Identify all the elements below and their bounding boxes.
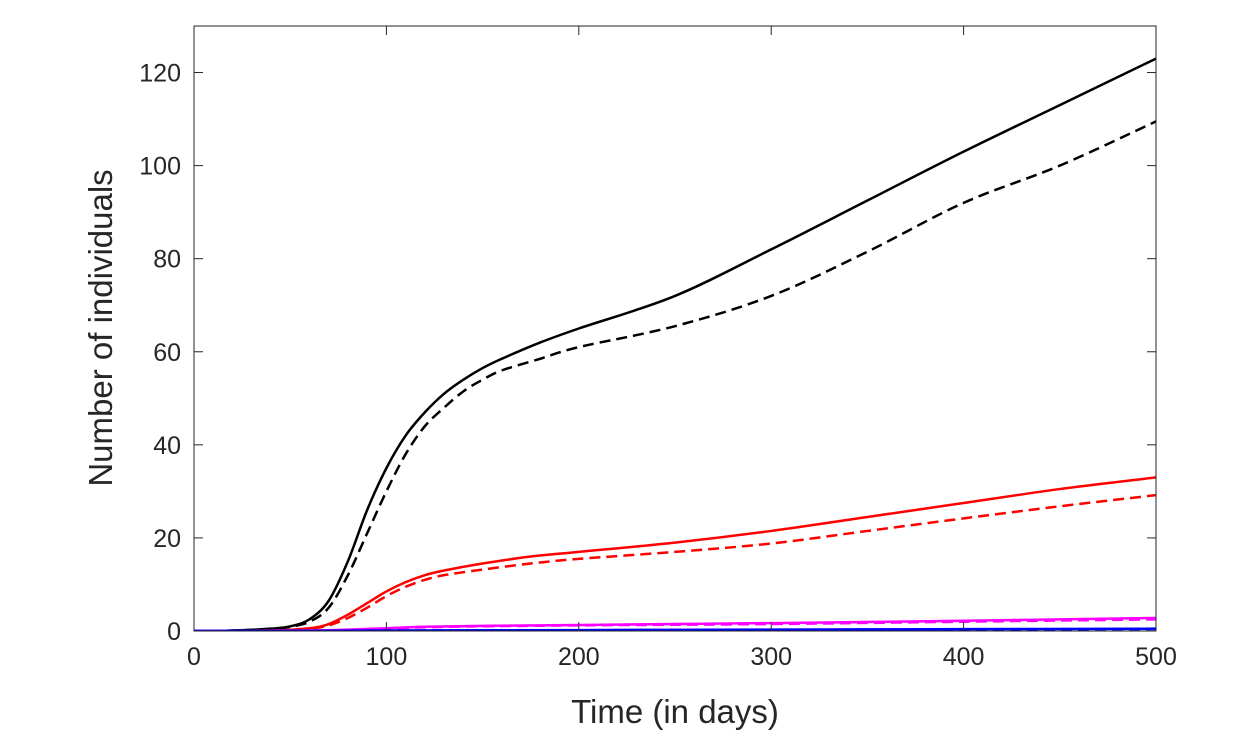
series-layer [194,57,1156,631]
x-tick-label: 300 [750,643,792,671]
series-line-blue-dashed [194,627,1156,631]
series-line-black-solid [194,57,1156,631]
y-tick-label: 20 [153,525,181,553]
x-axis: 0 100 200 300 400 500 [187,26,1177,671]
y-axis-label: Number of individuals [82,169,119,486]
plot-frame [193,25,1157,632]
x-tick-label: 400 [943,643,985,671]
x-tick-label: 500 [1135,643,1177,671]
y-tick-label: 40 [153,432,181,460]
series-line-black-dashed [194,120,1156,631]
y-tick-label: 0 [167,618,181,646]
x-axis-label: Time (in days) [571,693,779,730]
x-tick-label: 200 [558,643,600,671]
y-axis: 0 20 40 60 80 100 120 [139,60,1156,646]
x-tick-label: 0 [187,643,201,671]
y-tick-label: 60 [153,339,181,367]
y-tick-label: 100 [139,153,181,181]
series-line-red-solid [194,476,1156,631]
series-line-red-dashed [194,493,1156,631]
y-tick-label: 120 [139,60,181,88]
plot-area [194,26,1156,631]
y-tick-label: 80 [153,246,181,274]
x-tick-label: 100 [366,643,408,671]
